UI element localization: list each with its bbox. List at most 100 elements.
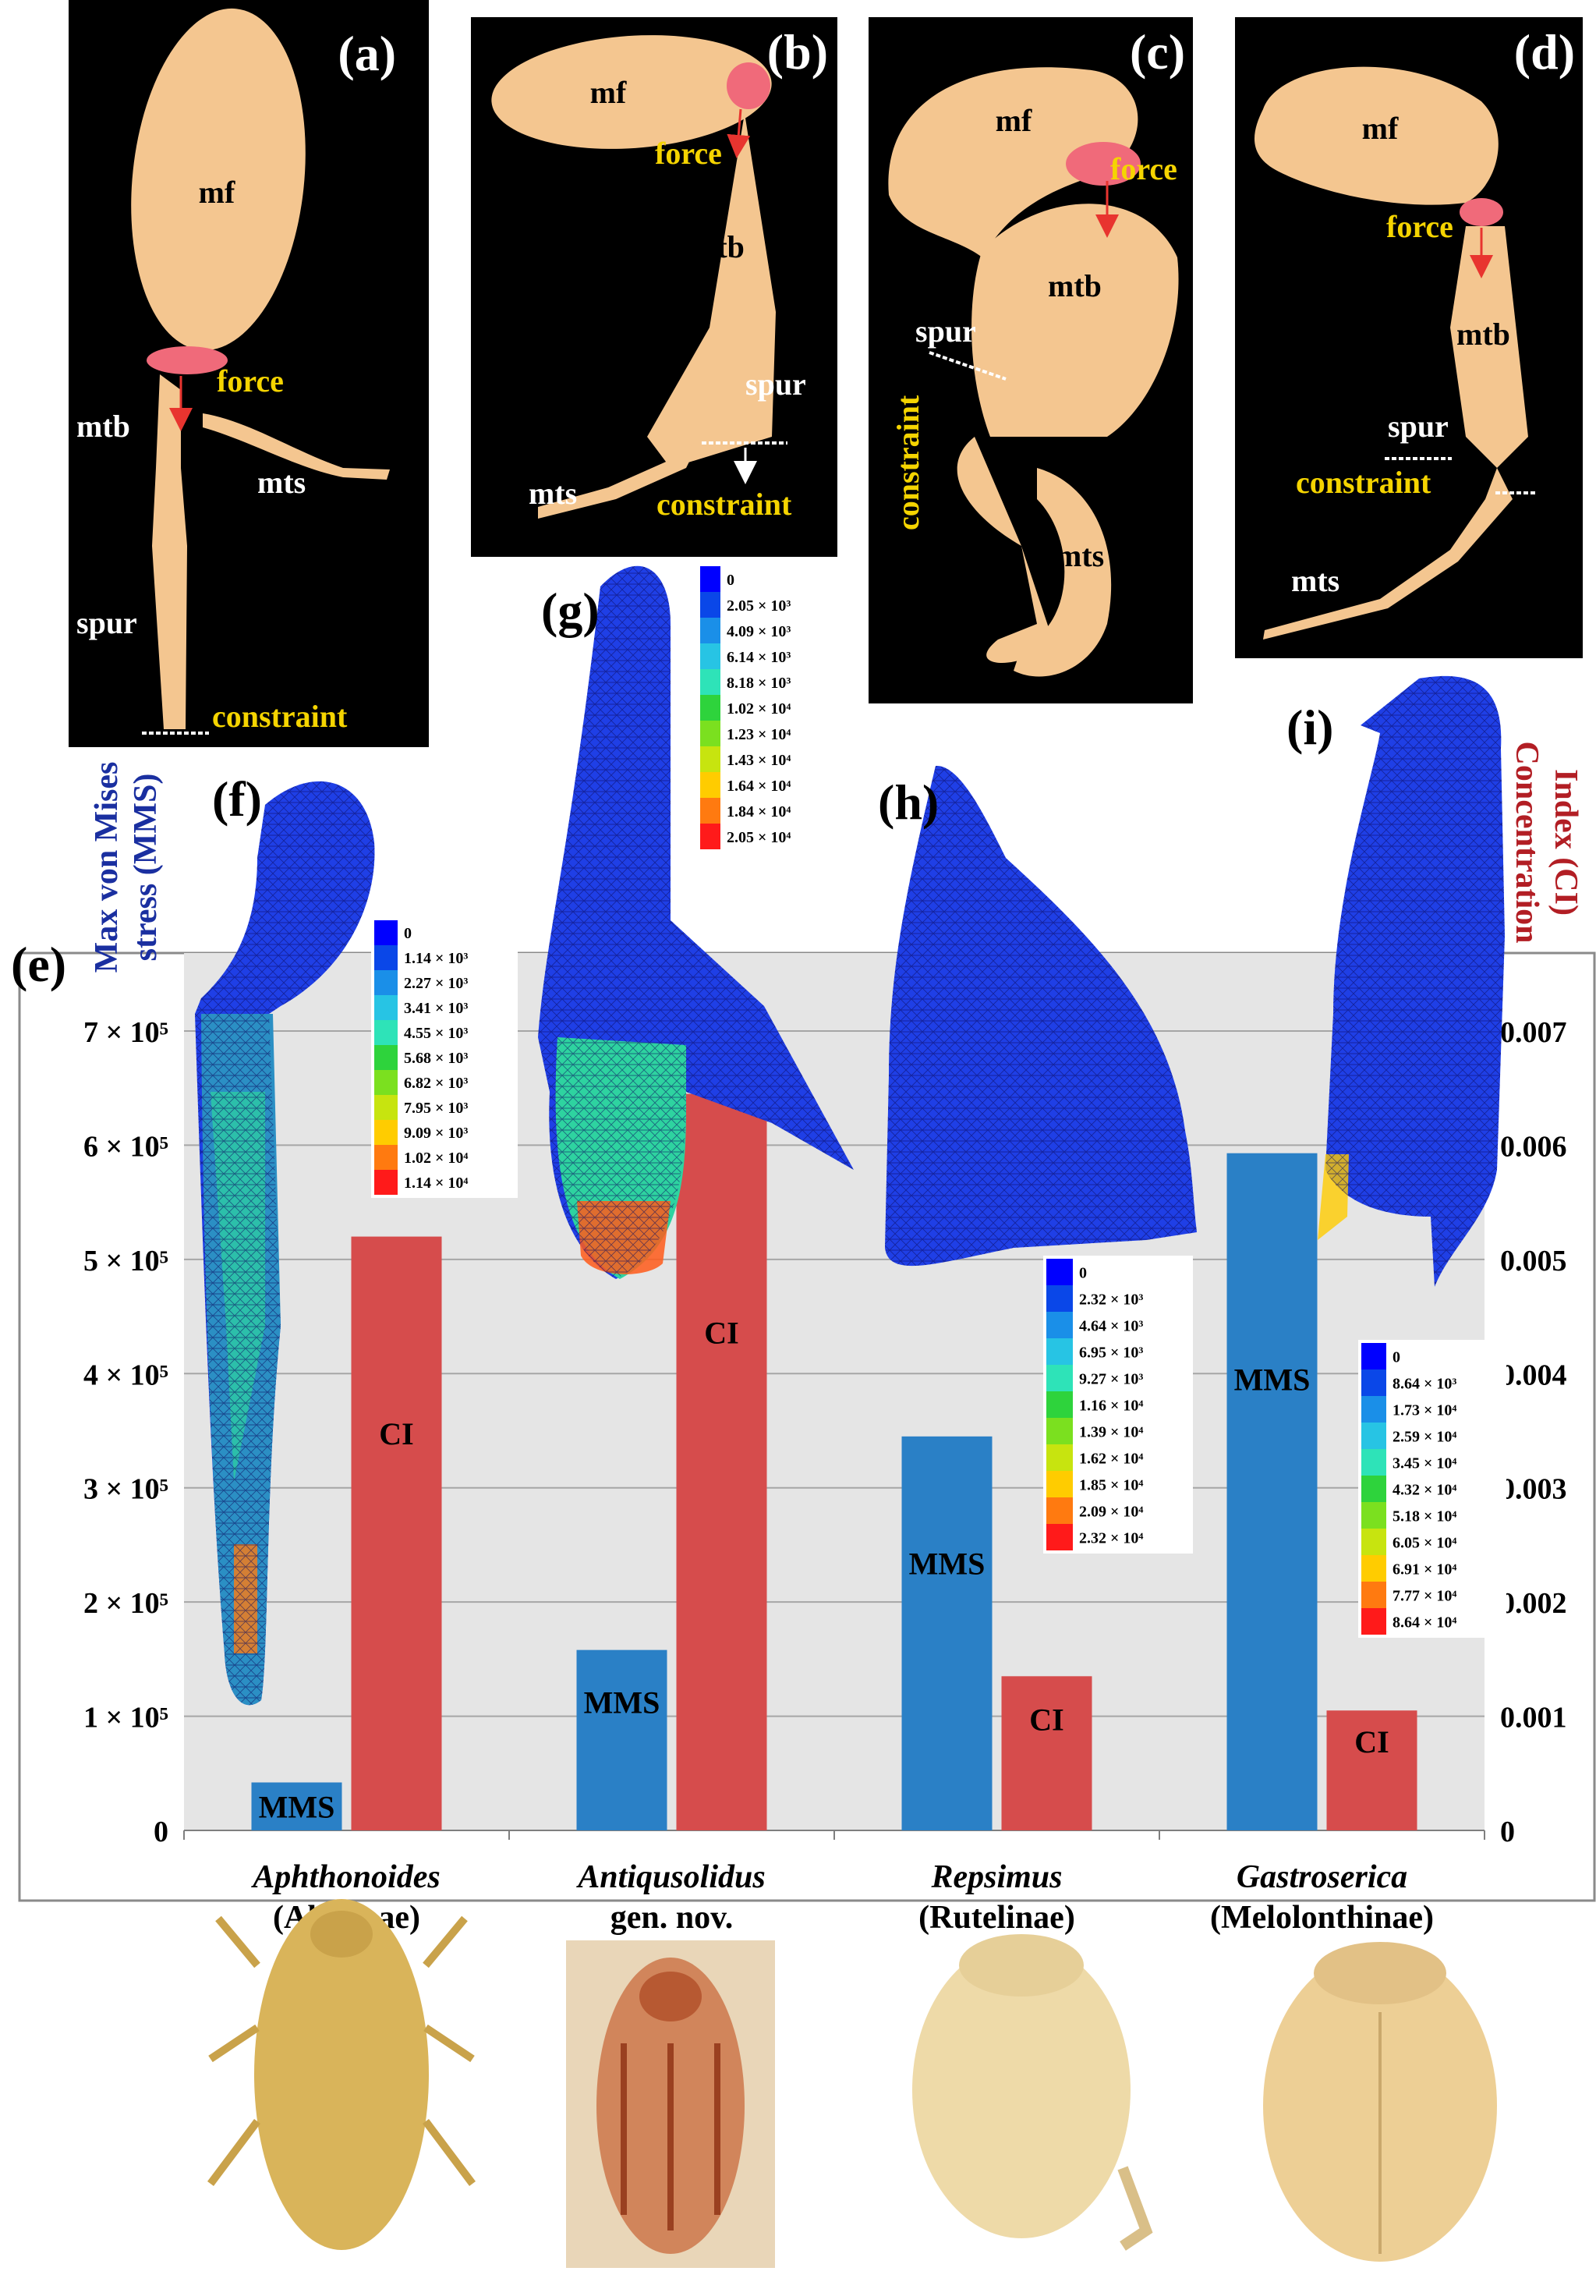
legend-label: 1.43 × 10⁴ [727,752,791,769]
legend-swatch [700,669,720,695]
bar-label-ci: CI [379,1416,413,1451]
panel-d-letter: (d) [1514,24,1575,80]
legend-swatch [700,618,720,643]
right-tick-label: 0.001 [1500,1702,1567,1734]
legend-label: 0 [1393,1348,1400,1366]
left-tick-label: 1 × 10⁵ [83,1702,168,1734]
panel-b-label-mtb: mtb [691,229,745,264]
legend-label: 8.64 × 10⁴ [1393,1614,1456,1631]
panel-c-letter: (c) [1130,24,1185,80]
panel-c-label-force: force [1110,151,1177,186]
bar-ci [1326,1710,1417,1830]
legend-label: 6.91 × 10⁴ [1393,1561,1456,1578]
panel-a: (a) mf force mtb mts spur constraint [69,0,429,747]
legend-swatch [1361,1343,1386,1369]
panel-d-label-constraint: constraint [1296,465,1431,500]
left-tick-label: 6 × 10⁵ [83,1130,168,1163]
right-axis-title-line1: Concentration [1509,742,1545,944]
legend-label: 2.27 × 10³ [404,975,468,992]
legend-swatch [374,1070,398,1095]
category-genus: Gastroserica [1237,1859,1407,1895]
legend-swatch [700,643,720,669]
panel-b-label-constraint: constraint [656,487,792,522]
panel-b-label-spur: spur [745,367,806,402]
legend-swatch [700,824,720,849]
panel-d-label-mf: mf [1362,111,1399,146]
legend-label: 4.55 × 10³ [404,1025,468,1042]
legend-label: 1.84 × 10⁴ [727,803,791,820]
legend-label: 6.95 × 10³ [1079,1344,1143,1361]
legend-swatch [700,695,720,721]
legend-swatch [1361,1582,1386,1608]
legend-label: 0 [1079,1264,1087,1281]
legend-swatch [700,566,720,592]
right-axis-title: Concentration Index (CI) [1509,742,1584,944]
legend-label: 1.39 × 10⁴ [1079,1423,1143,1440]
stress-legend-h: 0 2.32 × 10³ 4.64 × 10³ 6.95 × 10³ 9.27 × 10… [1043,1256,1193,1554]
legend-label: 2.32 × 10⁴ [1079,1529,1143,1547]
legend-label: 5.18 × 10⁴ [1393,1508,1456,1525]
legend-swatch [1046,1365,1073,1391]
legend-swatch [374,1170,398,1195]
legend-label: 8.64 × 10³ [1393,1375,1456,1392]
mesh-f [195,781,375,1706]
legend-swatch [1361,1423,1386,1449]
category-group: gen. nov. [610,1900,734,1936]
panel-a-label-spur: spur [76,605,137,640]
legend-label: 4.09 × 10³ [727,623,791,640]
panel-a-label-mtb: mtb [76,409,130,444]
bar-mms [251,1782,342,1830]
right-axis-ticks: 0 0.001 0.002 0.003 0.004 0.005 0.006 0.007 [1500,1016,1567,1848]
beetle-photo-repsimus [912,1934,1153,2251]
legend-label: 1.85 × 10⁴ [1079,1476,1143,1493]
legend-background [697,563,840,852]
panel-c-label-constraint: constraint [890,395,925,530]
panel-b-label-mts: mts [529,476,577,511]
legend-swatch [1361,1449,1386,1476]
bar-label-mms: MMS [1234,1362,1311,1398]
legend-swatch [374,1120,398,1145]
beetle-photo-aphthonoides [207,1899,476,2250]
legend-label: 3.45 × 10⁴ [1393,1454,1456,1472]
legend-swatch [1046,1285,1073,1312]
legend-label: 3.41 × 10³ [404,1000,468,1017]
legend-swatch [374,995,398,1020]
left-axis-title-line2: stress (MMS) [128,774,164,962]
panel-d-label-mts: mts [1291,563,1339,598]
stress-legend-f: 0 1.14 × 10³ 2.27 × 10³ 3.41 × 10³ 4.55 × 10… [371,917,518,1198]
legend-swatch [374,1045,398,1070]
legend-label: 6.14 × 10³ [727,649,791,666]
category-genus: Antiqusolidus [575,1859,765,1895]
legend-swatch [1361,1369,1386,1396]
mesh-i [1318,675,1505,1287]
legend-label: 9.27 × 10³ [1079,1370,1143,1387]
legend-swatch [374,1020,398,1045]
legend-label: 2.32 × 10³ [1079,1291,1143,1308]
panel-b-label-force: force [655,136,722,171]
legend-swatch [1046,1418,1073,1444]
legend-swatch [700,721,720,746]
left-tick-label: 3 × 10⁵ [83,1473,168,1506]
legend-label: 1.73 × 10⁴ [1393,1401,1456,1419]
legend-label: 7.77 × 10⁴ [1393,1587,1456,1604]
panel-d-label-mtb: mtb [1456,317,1510,352]
right-axis-title-line2: Index (CI) [1548,769,1584,916]
stress-legend-i: 0 8.64 × 10³ 1.73 × 10⁴ 2.59 × 10⁴ 3.45 × 10… [1358,1340,1506,1638]
legend-label: 2.09 × 10⁴ [1079,1503,1143,1520]
legend-label: 1.64 × 10⁴ [727,778,791,795]
panel-a-label-force: force [217,363,284,399]
left-axis-ticks: 0 1 × 10⁵ 2 × 10⁵ 3 × 10⁵ 4 × 10⁵ 5 × 10⁵ 6 × … [83,1016,168,1848]
panel-b-letter: (b) [767,24,828,80]
beetle-photo-gastroserica [1263,1942,1497,2262]
legend-label: 6.82 × 10³ [404,1075,468,1092]
legend-label: 2.05 × 10³ [727,597,791,615]
left-tick-label: 0 [154,1816,168,1848]
panel-a-label-constraint: constraint [212,699,348,734]
left-tick-label: 5 × 10⁵ [83,1245,168,1277]
legend-swatch [1361,1608,1386,1635]
panel-c-label-mf: mf [996,103,1032,138]
legend-swatch [374,1145,398,1170]
panel-i-letter: (i) [1286,700,1333,755]
bar-mms [901,1436,993,1830]
category-group: (Melolonthinae) [1210,1900,1434,1936]
